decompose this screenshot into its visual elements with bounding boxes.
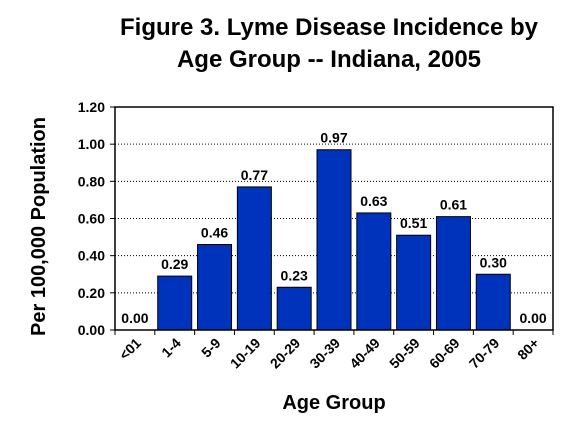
- x-tick-label: 80+: [514, 335, 542, 363]
- bar: [356, 212, 392, 331]
- y-tick-label: 1.20: [78, 99, 105, 115]
- y-tick-label: 0.00: [78, 322, 105, 338]
- chart-title: Figure 3. Lyme Disease Incidence by Age …: [120, 14, 538, 73]
- x-tick-label: 30-39: [306, 335, 343, 372]
- bar: [396, 234, 432, 331]
- y-axis-title: Per 100,000 Population: [28, 117, 50, 336]
- bar-value-label: 0.30: [480, 254, 507, 270]
- bar-value-label: 0.46: [201, 225, 228, 241]
- bar-value-label: 0.61: [440, 197, 467, 213]
- y-tick-label: 1.00: [78, 136, 105, 152]
- x-tick-label: 60-69: [426, 335, 463, 372]
- bar: [276, 286, 312, 331]
- x-tick-label: 10-19: [227, 335, 264, 372]
- y-tick-label: 0.40: [78, 248, 105, 264]
- bar-value-label: 0.00: [519, 310, 546, 326]
- bar-value-label: 0.29: [161, 256, 188, 272]
- bar-value-label: 0.00: [121, 310, 148, 326]
- bars: [157, 149, 511, 331]
- x-tick-label: 50-59: [386, 335, 423, 372]
- bar: [236, 186, 272, 331]
- bar: [157, 275, 193, 331]
- y-tick-label: 0.20: [78, 285, 105, 301]
- bar: [197, 244, 233, 331]
- x-axis-title: Age Group: [282, 392, 385, 414]
- x-tick-label: 40-49: [346, 335, 383, 372]
- x-tick-label: 70-79: [466, 335, 503, 372]
- bar-value-label: 0.51: [400, 215, 427, 231]
- bar-value-label: 0.97: [320, 130, 347, 146]
- bar-value-label: 0.63: [360, 193, 387, 209]
- x-tick-label: <01: [116, 335, 144, 363]
- y-tick-label: 0.60: [78, 211, 105, 227]
- x-tick-label: 1-4: [158, 335, 184, 361]
- bar: [435, 216, 471, 331]
- bar: [475, 273, 511, 331]
- bar-value-label: 0.23: [281, 267, 308, 283]
- x-tick-labels: <01 1-4 5-9 10-19 20-29 30-39 40-49 50-59 60-69 7…: [116, 335, 542, 372]
- bar: [316, 149, 352, 331]
- value-labels: 0.00 0.29 0.46 0.77 0.23 0.97 0.63 0.51 0.61 0.30…: [121, 130, 547, 326]
- y-tick-label: 0.80: [78, 173, 105, 189]
- bar-value-label: 0.77: [241, 167, 268, 183]
- chart-title-wrap: Figure 3. Lyme Disease Incidence by Age …: [0, 12, 580, 76]
- y-tick-labels: 0.00 0.20 0.40 0.60 0.80 1.00 1.20: [78, 99, 105, 338]
- x-tick-label: 5-9: [198, 335, 224, 361]
- x-tick-label: 20-29: [267, 335, 304, 372]
- axes: [110, 106, 554, 335]
